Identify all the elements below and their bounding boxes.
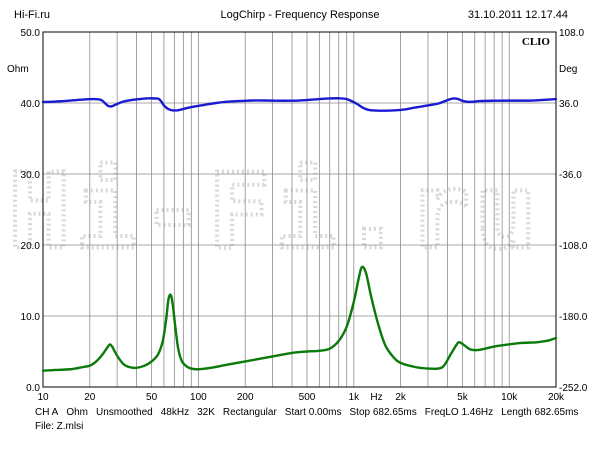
- phase-curve: [41, 97, 558, 112]
- header-timestamp: 31.10.2011 12.17.44: [467, 9, 568, 21]
- chart-grid: [43, 32, 556, 387]
- measurement-info-item: Stop 682.65ms: [349, 407, 417, 418]
- y-right-tick-label: -36.0: [559, 170, 582, 181]
- y-right-tick-label: -108.0: [559, 241, 588, 252]
- header-site-label: Hi-Fi.ru: [14, 9, 51, 21]
- measurement-info-item: Rectangular: [222, 407, 277, 418]
- y-right-tick-label: 36.0: [559, 99, 579, 110]
- y-left-tick-label: 50.0: [21, 28, 41, 39]
- x-tick-label: 5k: [457, 392, 469, 403]
- y-left-tick-label: 10.0: [21, 312, 41, 323]
- measurement-info-item: Ohm: [66, 407, 89, 418]
- file-name: File: Z.mlsi: [35, 421, 84, 432]
- x-tick-label: 20: [84, 392, 96, 403]
- y-left-tick-label: 40.0: [21, 99, 41, 110]
- impedance-curve: [41, 265, 558, 372]
- x-tick-label: 100: [190, 392, 207, 403]
- measurement-info-item: 32K: [197, 407, 215, 418]
- x-tick-label: 20k: [548, 392, 565, 403]
- x-tick-label: 10k: [501, 392, 518, 403]
- tick-labels: 10 20 50 100 200 500 1k 2k 5k 10k 20k Hz 0.0 10.0 20.0…: [7, 28, 588, 403]
- x-tick-label: 2k: [395, 392, 407, 403]
- x-tick-label: 10: [37, 392, 49, 403]
- x-tick-label: 500: [299, 392, 316, 403]
- measurement-info-item: Unsmoothed: [96, 407, 153, 418]
- measurement-info-item: Start 0.00ms: [284, 407, 342, 418]
- y-left-axis-label: Ohm: [7, 64, 29, 75]
- measurement-info: CH A Ohm Unsmoothed 48kHz 32K Rectangular Star…: [35, 407, 586, 419]
- watermark-text: Hi-Fi.ru: [8, 151, 541, 273]
- chart-title: LogChirp - Frequency Response: [220, 9, 380, 21]
- x-tick-label: 1k: [349, 392, 361, 403]
- y-left-tick-label: 0.0: [26, 383, 40, 394]
- plot-frame: [42, 31, 557, 388]
- x-tick-label: 200: [237, 392, 254, 403]
- watermark: Hi-Fi.ru: [6, 149, 541, 275]
- measurement-info-item: FreqLO 1.46Hz: [424, 407, 494, 418]
- y-right-tick-label: 108.0: [559, 28, 584, 39]
- y-right-tick-label: -252.0: [559, 383, 588, 394]
- measurement-info-item: Length 682.65ms: [501, 407, 579, 418]
- y-left-tick-label: 30.0: [21, 170, 41, 181]
- y-right-axis-label: Deg: [559, 64, 577, 75]
- brand-label: CLIO: [522, 36, 551, 48]
- x-tick-label: 50: [146, 392, 158, 403]
- y-left-tick-label: 20.0: [21, 241, 41, 252]
- measurement-info-item: 48kHz: [160, 407, 190, 418]
- x-axis-label: Hz: [370, 392, 382, 403]
- series-layer: [41, 97, 558, 372]
- measurement-info-item: CH A: [35, 407, 59, 418]
- y-right-tick-label: -180.0: [559, 312, 588, 323]
